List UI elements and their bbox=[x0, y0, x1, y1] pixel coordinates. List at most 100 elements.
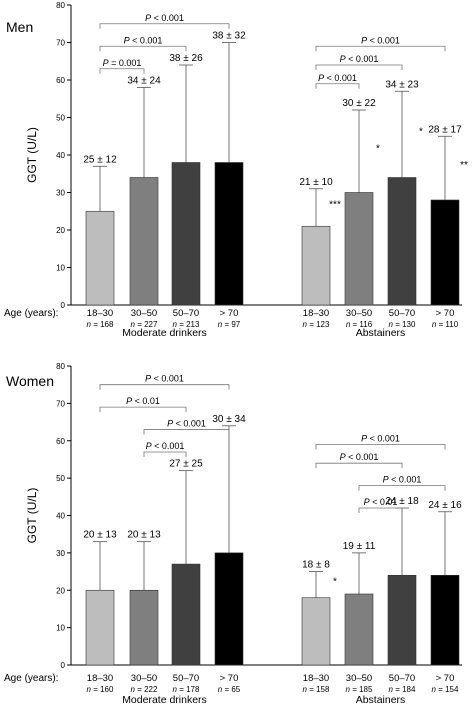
y-tick-label: 50 bbox=[56, 114, 65, 123]
bar bbox=[214, 552, 244, 666]
significance-bracket bbox=[143, 451, 187, 457]
sample-size-label: n = 178 bbox=[173, 685, 200, 694]
bar bbox=[171, 563, 201, 666]
sample-size-label: n = 184 bbox=[389, 685, 416, 694]
data-label: 24 ± 16 bbox=[428, 500, 462, 511]
y-tick-label: 60 bbox=[56, 437, 65, 446]
x-tick-label: 18–30 bbox=[303, 673, 329, 684]
bar bbox=[301, 597, 331, 666]
significance-bracket bbox=[315, 45, 446, 52]
bar bbox=[387, 574, 417, 666]
p-value-label: P < 0.01 bbox=[364, 497, 398, 507]
significance-bracket bbox=[99, 45, 187, 52]
sample-size-label: n = 185 bbox=[346, 685, 373, 694]
sample-size-label: n = 97 bbox=[218, 320, 241, 329]
significance-mark: * bbox=[376, 143, 380, 154]
group-label: Moderate drinkers bbox=[122, 327, 207, 339]
x-tick-label: 50–70 bbox=[389, 673, 415, 684]
panel-label: Women bbox=[6, 373, 54, 389]
data-label: 25 ± 12 bbox=[83, 154, 117, 165]
sample-size-label: n = 65 bbox=[218, 685, 241, 694]
significance-bracket bbox=[99, 384, 230, 390]
p-value-label: P < 0.001 bbox=[340, 54, 379, 64]
p-value-label: P < 0.001 bbox=[383, 475, 422, 485]
significance-mark: * bbox=[333, 577, 337, 588]
x-tick-label: > 70 bbox=[436, 308, 455, 319]
significance-mark: * bbox=[419, 126, 423, 137]
p-value-label: P < 0.001 bbox=[361, 35, 400, 45]
p-value-label: P < 0.001 bbox=[145, 13, 184, 23]
y-tick-label: 40 bbox=[56, 512, 65, 521]
significance-mark: ** bbox=[460, 160, 468, 171]
x-tick-label: 30–50 bbox=[131, 308, 157, 319]
y-tick-label: 10 bbox=[56, 264, 65, 273]
data-label: 34 ± 24 bbox=[127, 76, 161, 87]
y-tick-label: 40 bbox=[56, 151, 65, 160]
p-value-label: P < 0.001 bbox=[167, 419, 206, 429]
x-tick-label: > 70 bbox=[220, 673, 239, 684]
age-label: Age (years): bbox=[4, 673, 58, 684]
significance-bracket bbox=[315, 462, 403, 469]
data-label: 20 ± 13 bbox=[127, 530, 161, 541]
y-tick-label: 0 bbox=[61, 301, 66, 310]
p-value-label: P < 0.001 bbox=[340, 452, 379, 462]
significance-bracket bbox=[99, 23, 230, 29]
x-tick-label: 30–50 bbox=[131, 673, 157, 684]
bar bbox=[387, 177, 417, 306]
x-tick-label: 18–30 bbox=[87, 308, 113, 319]
y-tick-label: 80 bbox=[56, 362, 65, 371]
data-label: 21 ± 10 bbox=[299, 177, 333, 188]
significance-mark: *** bbox=[329, 200, 341, 211]
data-label: 30 ± 22 bbox=[342, 98, 376, 109]
data-label: 38 ± 32 bbox=[212, 31, 246, 42]
panel-label: Men bbox=[6, 19, 33, 35]
y-axis-label: GGT (U/L) bbox=[25, 488, 39, 544]
bar bbox=[430, 199, 460, 306]
sample-size-label: n = 110 bbox=[432, 320, 459, 329]
x-tick-label: 18–30 bbox=[303, 308, 329, 319]
p-value-label: P < 0.001 bbox=[318, 73, 357, 83]
bar bbox=[85, 589, 115, 666]
p-value-label: P < 0.001 bbox=[146, 441, 185, 451]
group-label: Abstainers bbox=[356, 327, 406, 339]
y-tick-label: 50 bbox=[56, 474, 65, 483]
bar bbox=[430, 574, 460, 666]
sample-size-label: n = 222 bbox=[131, 685, 158, 694]
sample-size-label: n = 158 bbox=[303, 685, 330, 694]
bar bbox=[344, 192, 374, 306]
group-label: Abstainers bbox=[356, 694, 406, 704]
x-tick-label: 18–30 bbox=[87, 673, 113, 684]
p-value-label: P < 0.001 bbox=[124, 35, 163, 45]
data-label: 38 ± 26 bbox=[169, 53, 203, 64]
data-label: 30 ± 34 bbox=[212, 414, 246, 425]
x-tick-label: > 70 bbox=[220, 308, 239, 319]
group-label: Moderate drinkers bbox=[122, 694, 207, 704]
bar bbox=[171, 162, 201, 306]
significance-bracket bbox=[99, 406, 187, 413]
p-value-label: P < 0.001 bbox=[145, 374, 184, 384]
sample-size-label: n = 130 bbox=[389, 320, 416, 329]
bar bbox=[129, 589, 159, 666]
data-label: 27 ± 25 bbox=[169, 459, 203, 470]
sample-size-label: n = 168 bbox=[87, 320, 114, 329]
significance-bracket bbox=[358, 507, 403, 514]
sample-size-label: n = 154 bbox=[432, 685, 459, 694]
y-tick-label: 60 bbox=[56, 76, 65, 85]
y-tick-label: 20 bbox=[56, 226, 65, 235]
significance-bracket bbox=[315, 64, 403, 70]
x-tick-label: 50–70 bbox=[389, 308, 415, 319]
bar bbox=[344, 593, 374, 666]
bar bbox=[214, 162, 244, 306]
y-tick-label: 70 bbox=[56, 399, 65, 408]
bar bbox=[301, 225, 331, 306]
significance-bracket bbox=[315, 444, 446, 450]
significance-bracket bbox=[99, 68, 145, 74]
significance-bracket bbox=[315, 83, 360, 89]
data-label: 28 ± 17 bbox=[428, 124, 462, 135]
bar bbox=[129, 177, 159, 306]
x-tick-label: > 70 bbox=[436, 673, 455, 684]
x-tick-label: 50–70 bbox=[173, 308, 199, 319]
sample-size-label: n = 116 bbox=[346, 320, 373, 329]
p-value-label: P < 0.01 bbox=[126, 396, 160, 406]
sample-size-label: n = 227 bbox=[131, 320, 158, 329]
